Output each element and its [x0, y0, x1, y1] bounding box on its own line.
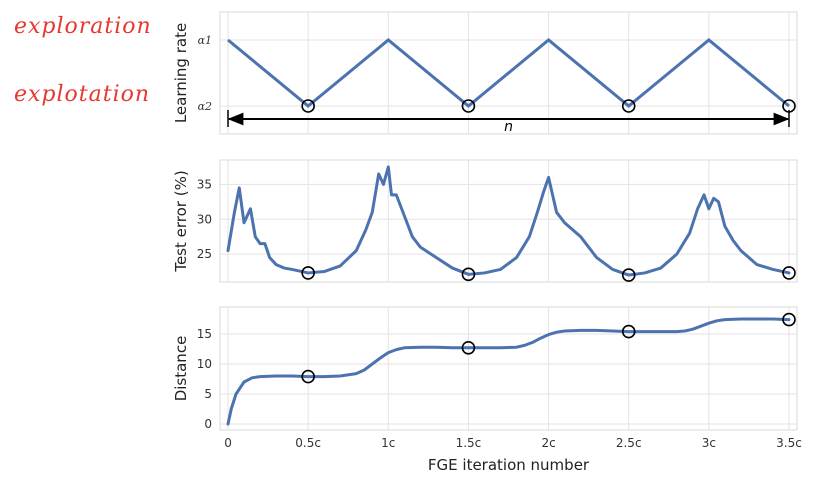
- te-marker: [461, 267, 476, 282]
- x-tick-label: 3c: [702, 436, 716, 450]
- dist-y-axis-label: Distance: [172, 336, 190, 402]
- dist-y-tick-label: 10: [197, 357, 212, 371]
- x-tick-label: 0.5c: [295, 436, 321, 450]
- te-y-tick-label: 35: [197, 177, 212, 191]
- lr-y-tick-label: α2: [198, 100, 212, 113]
- x-tick-label: 2.5c: [616, 436, 642, 450]
- dist-marker: [621, 324, 636, 339]
- te-marker: [301, 266, 315, 280]
- x-tick-label: 0: [224, 436, 232, 450]
- lr-y-axis-label: Learning rate: [172, 23, 190, 123]
- x-tick-label: 1.5c: [456, 436, 482, 450]
- span-label: n: [504, 119, 513, 135]
- panel-3-frame: [219, 306, 798, 431]
- lr-series-line: [227, 38, 790, 108]
- te-series-line: [226, 165, 791, 277]
- dist-marker: [782, 312, 796, 327]
- dist-y-tick-label: 15: [197, 327, 212, 341]
- lr-marker: [301, 99, 315, 113]
- te-y-tick-label: 30: [197, 212, 212, 226]
- te-marker: [621, 268, 636, 282]
- dist-marker: [461, 340, 476, 355]
- te-y-axis-label: Test error (%): [172, 170, 190, 272]
- te-y-tick-label: 25: [197, 247, 212, 261]
- x-tick-label: 2c: [541, 436, 555, 450]
- exploration-annotation: exploration: [14, 14, 152, 39]
- dist-series-line: [226, 317, 791, 426]
- dist-y-tick-label: 5: [204, 387, 212, 401]
- x-tick-label: 3.5c: [776, 436, 802, 450]
- lr-marker: [461, 99, 476, 113]
- x-axis-label: FGE iteration number: [428, 456, 590, 474]
- dist-y-tick-label: 0: [204, 417, 212, 431]
- dist-marker: [301, 369, 315, 384]
- explotation-annotation: explotation: [14, 82, 151, 107]
- lr-y-tick-label: α1: [198, 34, 212, 47]
- x-tick-label: 1c: [381, 436, 395, 450]
- te-marker: [782, 266, 796, 280]
- lr-marker: [621, 99, 636, 113]
